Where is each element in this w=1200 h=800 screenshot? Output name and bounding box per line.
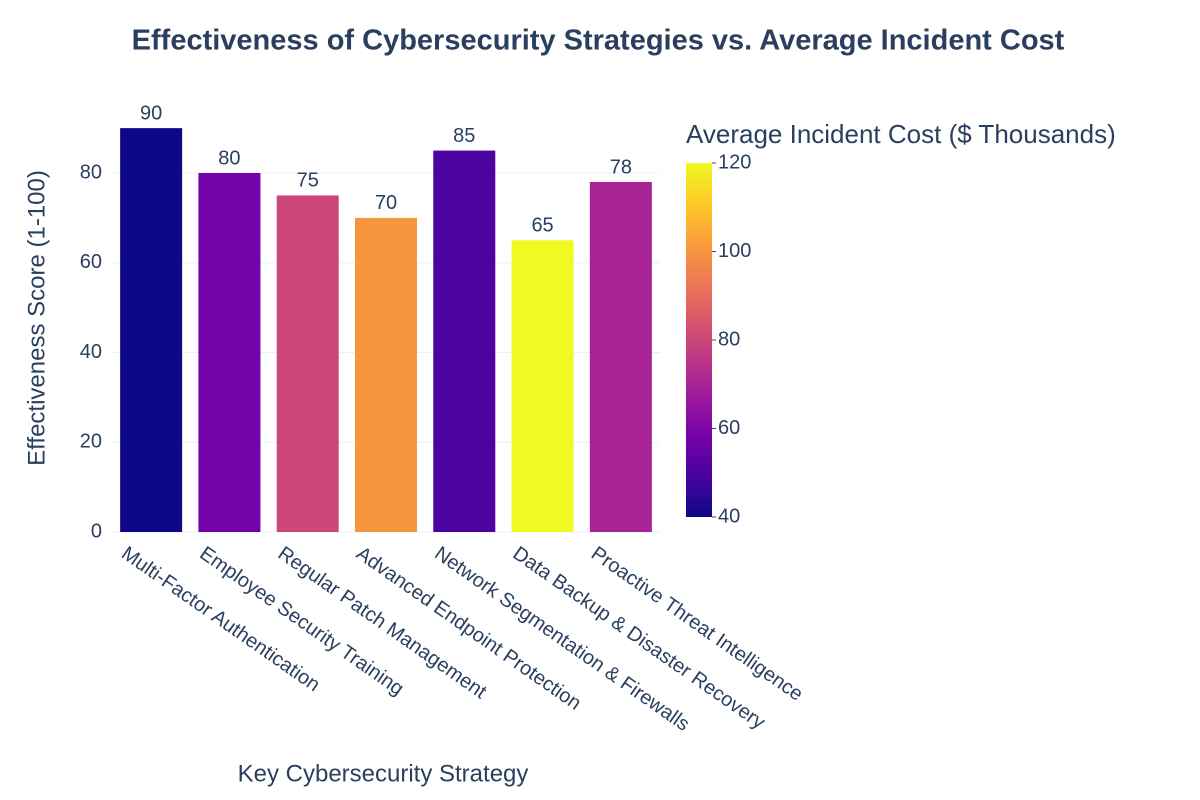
y-tick-label: 20 bbox=[80, 431, 102, 453]
chart-title: Effectiveness of Cybersecurity Strategie… bbox=[132, 25, 1065, 57]
colorbar bbox=[686, 163, 712, 517]
value-label: 80 bbox=[218, 147, 240, 169]
bar bbox=[120, 128, 183, 532]
colorbar-tick-label: 40 bbox=[718, 505, 740, 527]
colorbar-title: Average Incident Cost ($ Thousands) bbox=[686, 119, 1116, 149]
bar bbox=[355, 217, 417, 532]
colorbar-tick-label: 80 bbox=[718, 328, 740, 350]
y-tick-label: 0 bbox=[91, 520, 102, 542]
y-axis-title: Effectiveness Score (1-100) bbox=[23, 170, 50, 466]
y-tick-label: 40 bbox=[80, 341, 102, 363]
bar bbox=[276, 195, 339, 532]
y-tick-label: 80 bbox=[80, 161, 102, 183]
value-label: 78 bbox=[610, 156, 632, 178]
x-axis-title: Key Cybersecurity Strategy bbox=[238, 760, 529, 787]
colorbar-tick-label: 120 bbox=[718, 151, 751, 173]
bar bbox=[433, 150, 496, 533]
value-label: 70 bbox=[375, 192, 397, 214]
colorbar-tick-label: 100 bbox=[718, 240, 751, 262]
bar bbox=[511, 240, 574, 533]
value-label: 65 bbox=[531, 215, 553, 237]
colorbar-tick-label: 60 bbox=[718, 417, 740, 439]
bar bbox=[589, 181, 652, 532]
value-label: 85 bbox=[453, 125, 475, 147]
value-label: 90 bbox=[140, 102, 162, 124]
y-tick-label: 60 bbox=[80, 251, 102, 273]
value-label: 75 bbox=[297, 170, 319, 192]
bar bbox=[198, 173, 261, 532]
